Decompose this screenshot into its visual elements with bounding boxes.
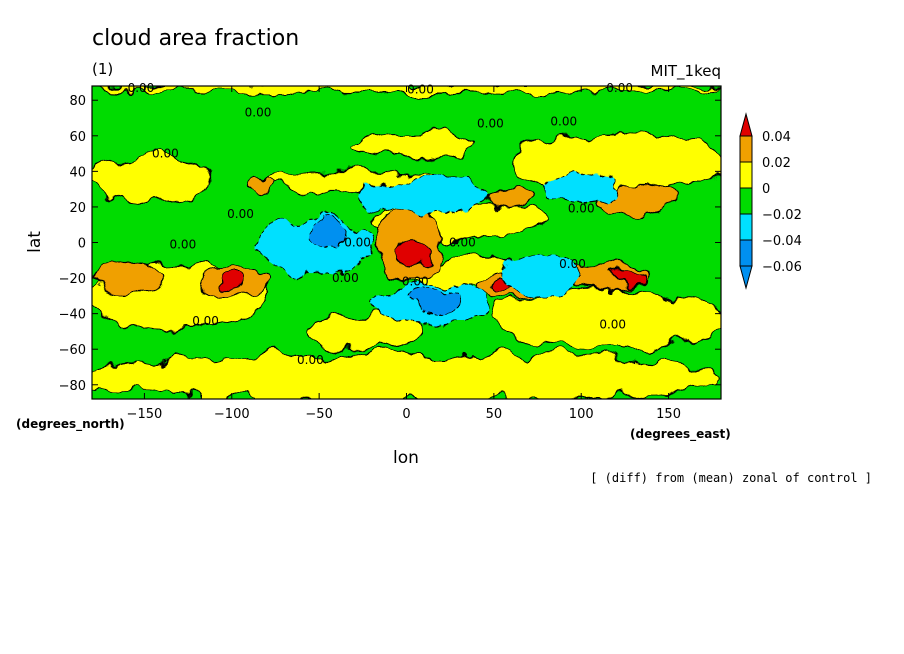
contour-label: 0.00 [559,257,586,271]
x-unit-label: (degrees_east) [630,427,731,442]
contour-label: 0.00 [297,353,324,367]
colorbar-segment [739,161,753,189]
contour-region-2 [92,156,212,204]
contour-label: 0.00 [227,207,254,221]
contour-region-9 [353,131,477,158]
diff-note: [ (diff) from (mean) zonal of control ] [590,471,872,485]
y-tick-label: −20 [59,272,86,287]
contour-label: 0.00 [128,81,155,95]
colorbar-label: −0.06 [762,260,802,275]
x-tick-label: −100 [214,407,250,422]
contour-label: 0.00 [152,147,179,161]
colorbar-segment [739,187,753,215]
y-axis-label: lat [25,231,45,253]
contour-label: 0.00 [550,115,577,129]
colorbar: 0.04 0.02 0 −0.02 −0.04 −0.06 [739,112,802,290]
y-unit-label: (degrees_north) [16,417,125,432]
y-tick-label: 60 [69,130,86,145]
contour-region-28 [309,220,346,247]
contour-label: 0.00 [599,317,626,331]
contour-label: 0.00 [192,314,219,328]
colorbar-label: 0.04 [762,130,791,145]
y-tick-label: 20 [69,201,86,216]
contour-labels: 0.00 0.00 0.00 0.00 0.00 0.00 0.00 0.00 0.00 0.00… [128,81,633,367]
y-tick-label: 80 [69,94,86,109]
colorbar-label: −0.02 [762,208,802,223]
x-tick-label: −50 [305,407,332,422]
model-label: MIT_1keq [651,62,721,81]
x-tick-label: 150 [656,407,681,422]
contour-label: 0.00 [449,236,476,250]
contour-region-19 [391,234,432,268]
colorbar-label: 0.02 [762,156,791,171]
contour-region-18 [484,184,533,208]
contour-region-27 [545,170,617,204]
colorbar-label: −0.04 [762,234,802,249]
contour-region-13 [248,177,271,194]
colorbar-segment [739,135,753,163]
panel-label: (1) [92,60,113,78]
x-axis-ticks: −150 −100 −50 0 50 100 150 [127,86,681,422]
contour-label: 0.00 [402,275,429,289]
y-tick-label: −80 [59,379,86,394]
colorbar-label: 0 [762,182,770,197]
x-tick-label: 0 [402,407,410,422]
contour-region-6 [510,131,721,194]
contour-label: 0.00 [245,106,272,120]
contour-region-20 [608,270,649,286]
colorbar-segment [739,239,753,267]
y-tick-label: 0 [78,237,86,252]
contour-region-11 [92,263,163,297]
contour-label: 0.00 [568,202,595,216]
y-tick-label: −60 [59,343,86,358]
contour-label: 0.00 [169,237,196,251]
colorbar-top-arrow [739,112,753,137]
contour-region-23 [362,177,486,215]
x-tick-label: 50 [486,407,503,422]
colorbar-bottom-arrow [739,265,753,290]
contour-label: 0.00 [477,116,504,130]
y-axis-ticks: 80 60 40 20 0 −20 −40 −60 −80 [59,94,721,394]
contour-label: 0.00 [344,236,371,250]
y-tick-label: −40 [59,308,86,323]
x-tick-label: 100 [569,407,594,422]
contour-region-7 [309,313,425,350]
contour-label: 0.00 [407,83,434,97]
contour-region-0 [92,352,721,399]
contour-region-29 [405,288,460,315]
colorbar-segment [739,213,753,241]
y-tick-label: 40 [69,165,86,180]
contour-region-17 [598,184,673,219]
x-tick-label: −150 [127,407,163,422]
contour-region-26 [501,252,582,297]
x-axis-label: lon [393,448,419,468]
contour-region-21 [222,273,242,290]
chart-title: cloud area fraction [92,26,299,51]
contour-label: 0.00 [332,271,359,285]
contour-label: 0.00 [606,81,633,95]
